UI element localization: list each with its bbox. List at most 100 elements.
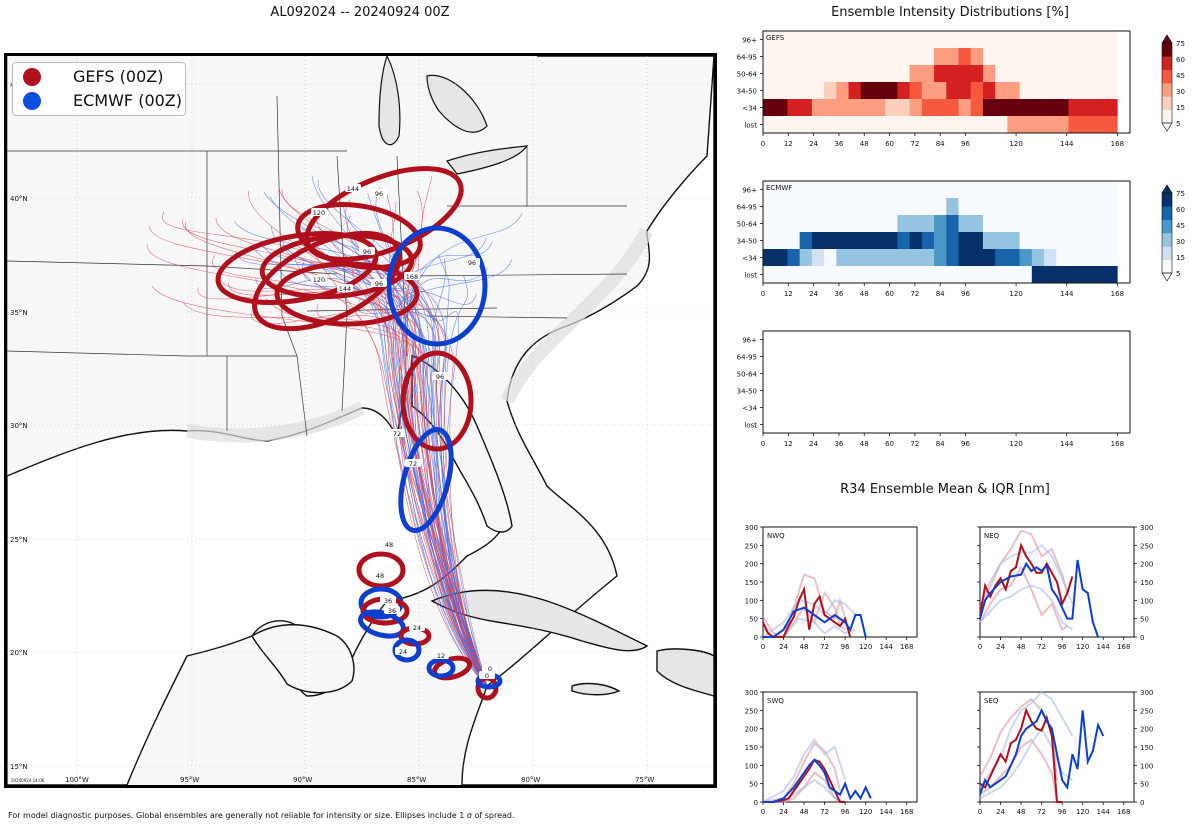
heatmap-cell bbox=[787, 249, 800, 267]
heatmap-cell bbox=[1068, 82, 1081, 100]
ellipse-labels: 1441209696120144967248362412016896967248… bbox=[311, 184, 498, 680]
heatmap-cell bbox=[872, 232, 886, 250]
track-line bbox=[427, 310, 488, 687]
heatmap-cell bbox=[1007, 99, 1020, 117]
heatmap-cell bbox=[872, 65, 886, 83]
x-tick-label: 144 bbox=[880, 643, 894, 651]
x-tick-label: 48 bbox=[1017, 643, 1026, 651]
heatmap-cell bbox=[824, 99, 837, 117]
r34-frame bbox=[762, 691, 918, 803]
heatmap-cell bbox=[1080, 48, 1094, 66]
heatmap-cell bbox=[995, 198, 1008, 216]
heatmap-cell bbox=[775, 48, 788, 66]
footnote: For model diagnostic purposes. Global en… bbox=[8, 811, 515, 820]
row-label: 50-64 bbox=[737, 71, 758, 79]
heatmap-cell bbox=[1056, 31, 1069, 49]
track-line bbox=[255, 278, 488, 687]
heatmap-cell bbox=[836, 198, 849, 216]
heatmap-cell bbox=[1031, 48, 1045, 66]
gefs-ellipse-label: 24 bbox=[409, 623, 425, 632]
heatmap-cell bbox=[872, 181, 886, 199]
ellipse-hour-label: 120 bbox=[313, 276, 325, 284]
heatmap-frame bbox=[762, 180, 1131, 284]
colorbar-segment bbox=[1162, 206, 1172, 220]
heatmap-cell bbox=[946, 266, 959, 284]
heatmap-frame bbox=[762, 30, 1131, 134]
y-tick-label: 250 bbox=[1140, 542, 1153, 550]
gefs-mean-line bbox=[763, 758, 846, 803]
y-tick-label: 0 bbox=[1140, 799, 1144, 807]
heatmap-cell bbox=[909, 249, 923, 267]
track-line bbox=[182, 219, 488, 687]
lon-label: 85°W bbox=[407, 776, 426, 784]
y-tick-label: 0 bbox=[754, 799, 758, 807]
ellipse-hour-label: 144 bbox=[347, 185, 359, 193]
heatmap-cell bbox=[1044, 232, 1057, 250]
heatmap-cell bbox=[824, 266, 837, 284]
heatmap-cell bbox=[1056, 266, 1069, 284]
ellipse-hour-label: 48 bbox=[376, 572, 384, 580]
r34-quadrant-label: NEQ bbox=[984, 532, 1000, 540]
heatmap-cell bbox=[897, 48, 910, 66]
heatmap-cell bbox=[799, 99, 813, 117]
heatmap-cell bbox=[1007, 215, 1020, 233]
colorbar-frame bbox=[1161, 192, 1173, 274]
lat-label: 20°N bbox=[10, 649, 28, 657]
heatmap-cell bbox=[995, 31, 1008, 49]
heatmap-cell bbox=[799, 249, 813, 267]
heatmap-cell bbox=[799, 82, 813, 100]
track-line bbox=[437, 254, 488, 687]
heatmap-cell bbox=[1044, 48, 1057, 66]
lon-label: 95°W bbox=[180, 776, 199, 784]
heatmap-cell bbox=[885, 99, 898, 117]
x-tick-label: 72 bbox=[1037, 643, 1046, 651]
ecmwf-ellipse-label: 96 bbox=[464, 258, 480, 267]
x-tick-label: 48 bbox=[860, 290, 869, 298]
track-line bbox=[279, 270, 488, 687]
heatmap-cell bbox=[958, 266, 972, 284]
y-tick-label: 250 bbox=[1140, 707, 1153, 715]
ellipse-hour-label: 36 bbox=[384, 597, 392, 605]
heatmap-cell bbox=[836, 232, 849, 250]
heatmap-cell bbox=[970, 181, 984, 199]
heatmap-cell bbox=[763, 249, 776, 267]
x-tick-label: 144 bbox=[1097, 643, 1111, 651]
heatmap-cell bbox=[775, 82, 788, 100]
heatmap-cell bbox=[775, 65, 788, 83]
y-tick-label: 100 bbox=[1140, 762, 1153, 770]
x-tick-label: 60 bbox=[885, 140, 894, 148]
heatmap-cell bbox=[1007, 31, 1020, 49]
heatmap-cell bbox=[982, 116, 996, 134]
ellipse-hour-label: 72 bbox=[409, 460, 417, 468]
heatmap-cell bbox=[897, 215, 910, 233]
heatmap-cell bbox=[811, 31, 825, 49]
heatmap-cell bbox=[775, 31, 788, 49]
heatmap-cell bbox=[1092, 181, 1106, 199]
heatmap-cell bbox=[763, 215, 776, 233]
lake-michigan bbox=[378, 56, 401, 146]
x-tick-label: 84 bbox=[936, 440, 945, 448]
heatmap-cell bbox=[811, 48, 825, 66]
heatmap-cell bbox=[1007, 198, 1020, 216]
heatmap-cell bbox=[1068, 181, 1081, 199]
heatmap-cell bbox=[860, 48, 874, 66]
heatmap-cell bbox=[946, 249, 959, 267]
track-line bbox=[351, 259, 488, 687]
ecmwf-iqr-line bbox=[763, 617, 856, 638]
gefs-ellipse-label: 120 bbox=[311, 208, 327, 217]
heatmap-cell bbox=[909, 65, 923, 83]
heatmap-cell bbox=[995, 48, 1008, 66]
ellipse-label-bg bbox=[337, 284, 353, 292]
heatmap-cell bbox=[982, 232, 996, 250]
gefs-mean-line bbox=[762, 585, 852, 638]
row-label: <34 bbox=[742, 105, 757, 113]
ecmwf-iqr-line bbox=[979, 544, 1074, 612]
y-tick-label: 300 bbox=[745, 524, 758, 532]
heatmap-cell bbox=[1056, 198, 1069, 216]
y-tick-label: 200 bbox=[745, 726, 758, 734]
longitude-labels: 100°W 95°W 90°W 85°W 80°W 75°W bbox=[65, 776, 654, 784]
heatmap-cell bbox=[848, 181, 862, 199]
heatmap-cell bbox=[848, 65, 862, 83]
heatmap-cell bbox=[995, 65, 1008, 83]
x-tick-label: 72 bbox=[910, 140, 919, 148]
